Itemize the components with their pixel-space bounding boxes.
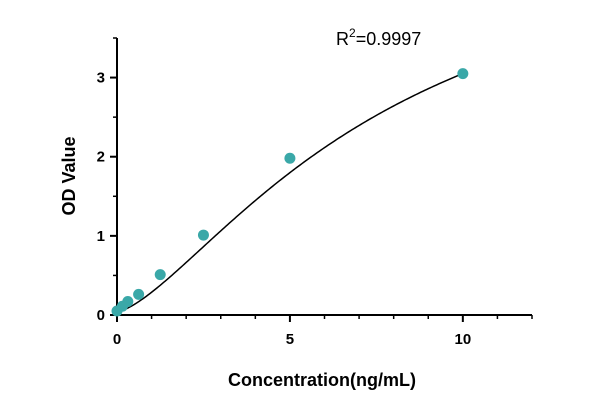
- data-point: [457, 68, 469, 80]
- data-point: [284, 152, 296, 164]
- fit-curve: [116, 72, 464, 313]
- x-axis-title: Concentration(ng/mL): [228, 370, 416, 390]
- r-squared-value: =0.9997: [356, 29, 422, 49]
- data-point: [133, 288, 145, 300]
- data-point: [154, 269, 166, 281]
- data-point: [197, 229, 209, 241]
- axes: [116, 38, 532, 316]
- r-squared-prefix: R: [336, 29, 349, 49]
- r-squared-annotation: R2=0.9997: [336, 26, 421, 49]
- x-tick-label: 0: [113, 331, 121, 348]
- r-squared-superscript: 2: [349, 26, 356, 40]
- data-points: [111, 68, 469, 317]
- y-tick-label: 0: [97, 307, 105, 324]
- y-tick-label: 3: [97, 70, 105, 87]
- y-axis-title: OD Value: [59, 136, 79, 215]
- y-tick-label: 1: [97, 228, 105, 245]
- x-tick-label: 10: [454, 331, 471, 348]
- ticks: 0 1 2 3 0 5 10: [97, 37, 533, 348]
- x-tick-label: 5: [286, 331, 294, 348]
- data-point: [122, 296, 134, 308]
- y-tick-label: 2: [97, 149, 105, 166]
